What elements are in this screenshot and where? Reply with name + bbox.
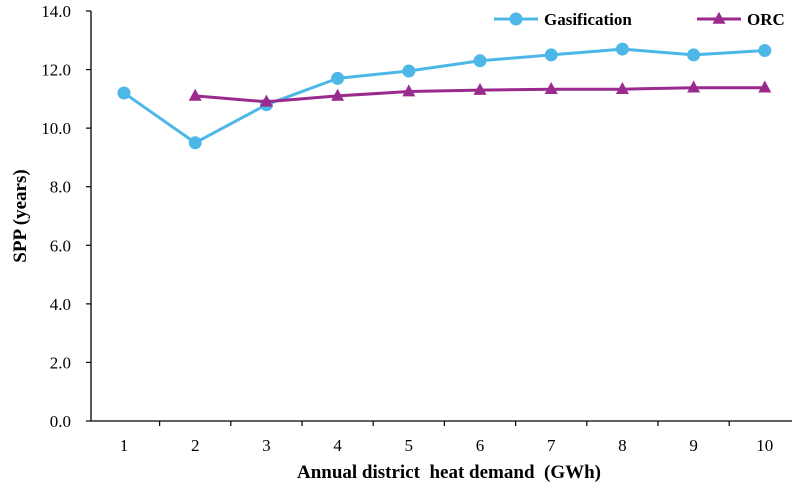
y-tick-label: 12.0 [41,61,71,80]
y-tick-label: 14.0 [41,2,71,21]
y-axis-ticks: 0.0 2.0 4.0 6.0 8.0 10.0 12.0 14.0 [41,2,91,431]
series-gasification-point [117,86,131,100]
x-axis-title: Annual district heat demand (GWh) [297,462,601,483]
x-tick-label: 1 [120,436,129,455]
x-tick-label: 5 [405,436,414,455]
x-tick-label: 4 [333,436,342,455]
legend-item-gasification: Gasification [494,10,632,29]
x-tick-label: 9 [689,436,698,455]
x-tick-label: 10 [756,436,773,455]
x-axis-ticks: 1 2 3 4 5 6 7 8 9 10 [120,421,773,455]
series-layer [117,42,772,150]
series-gasification-group [117,42,772,150]
y-tick-label: 6.0 [50,236,71,255]
series-orc-group [188,80,772,107]
y-axis-title: SPP (years) [10,169,31,262]
legend-label: Gasification [544,10,632,29]
legend: Gasification ORC [494,10,785,29]
series-gasification-point [687,48,701,62]
series-gasification-point [331,71,345,85]
y-tick-label: 2.0 [50,353,71,372]
series-orc-point [687,80,701,93]
x-tick-label: 2 [191,436,200,455]
y-tick-label: 0.0 [50,412,71,431]
x-tick-label: 3 [262,436,271,455]
legend-label: ORC [747,10,785,29]
series-gasification-point [758,44,772,58]
y-tick-label: 10.0 [41,119,71,138]
x-tick-label: 7 [547,436,556,455]
y-tick-label: 8.0 [50,178,71,197]
legend-item-orc: ORC [697,10,785,29]
series-gasification-point [402,64,416,78]
series-orc-point [758,80,772,93]
series-orc-point [331,88,345,101]
series-orc-point [259,94,273,107]
series-gasification-point [615,42,629,56]
series-orc-point [544,81,558,94]
legend-marker [509,12,523,26]
series-gasification-point [473,54,487,68]
series-orc-point [188,88,202,101]
series-orc-point [402,84,416,97]
series-gasification-line [123,47,765,145]
axes [90,11,792,422]
x-tick-label: 8 [618,436,627,455]
series-gasification-point [544,48,558,62]
series-orc-point [615,81,629,94]
series-orc-point [473,82,487,95]
x-tick-label: 6 [476,436,485,455]
y-tick-label: 4.0 [50,295,71,314]
legend-marker [712,11,726,24]
series-gasification-point [188,136,202,150]
